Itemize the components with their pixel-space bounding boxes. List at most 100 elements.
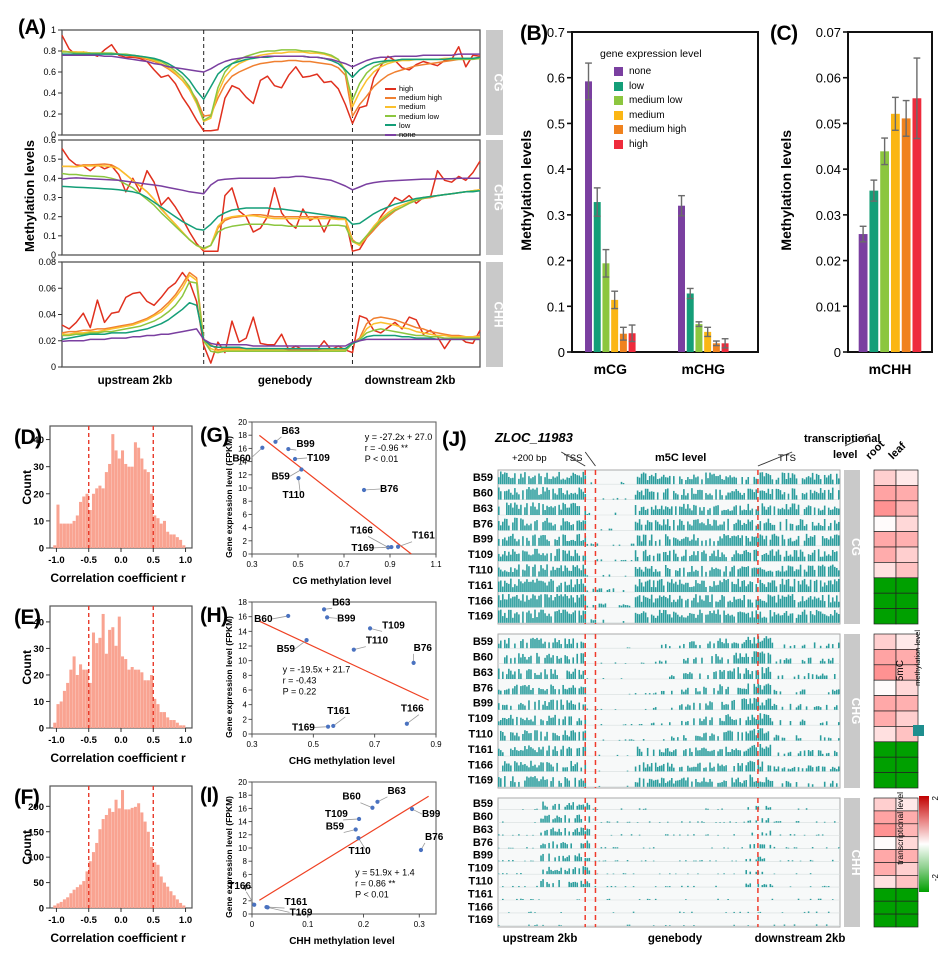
methylation-bar [644,581,647,592]
methylation-bar [671,602,673,608]
methylation-bar [707,782,709,787]
methylation-bar [532,535,534,546]
methylation-bar [634,597,637,608]
methylation-bar [807,911,810,913]
methylation-bar [685,899,687,900]
methylation-bar [763,748,766,756]
methylation-bar [833,551,836,562]
methylation-bar [753,617,756,623]
methylation-bar [572,539,575,546]
methylation-bar [761,535,764,546]
methylation-bar [546,674,548,679]
panel-a-xlabel-genebody: genebody [257,375,313,387]
methylation-bar [568,659,570,664]
methylation-bar [540,818,542,823]
methylation-bar [586,828,589,836]
panel-j-marker-tts: TTS [778,453,796,464]
methylation-bar [789,886,792,888]
methylation-bar [827,566,830,577]
methylation-bar [737,578,739,592]
histogram-bar [133,806,137,908]
methylation-bar [751,643,754,649]
methylation-bar [540,845,542,849]
methylation-bar [803,644,806,649]
methylation-bar [522,583,524,592]
methylation-bar [538,571,540,577]
methylation-bar [823,885,826,888]
panel-j-expression-cell [895,577,919,594]
methylation-bar [638,595,641,608]
methylation-bar [805,768,808,772]
scatter-point [296,476,301,481]
methylation-bar [574,541,577,546]
methylation-bar [773,533,776,546]
histogram-bar [91,852,95,908]
methylation-bar [803,661,806,664]
methylation-bar [775,690,778,695]
methylation-bar [811,493,814,500]
methylation-bar [755,747,758,756]
methylation-bar [522,750,524,756]
methylation-bar [827,616,830,623]
methylation-bar [799,519,802,531]
methylation-bar [516,762,518,772]
methylation-bar [568,613,570,623]
histogram-bar [91,493,95,548]
methylation-bar [598,588,601,592]
methylation-bar [727,578,729,592]
methylation-bar [518,669,520,679]
methylation-bar [654,898,657,900]
methylation-bar [588,816,591,823]
histogram-bar [166,717,170,728]
methylation-bar [506,599,508,608]
methylation-bar [504,537,506,546]
methylation-bar [801,596,804,608]
methylation-bar [652,615,655,623]
methylation-bar [725,780,727,787]
panel-j-expression-cell [895,546,919,563]
methylation-bar [558,736,560,741]
methylation-bar [544,477,546,485]
panel-h-annotation: r = -0.43 [283,675,317,685]
methylation-bar [572,730,575,741]
legend-swatch-icon [385,96,396,99]
methylation-bar [755,719,758,726]
panel-j-row-label-T166: T166 [468,759,493,771]
methylation-bar [769,522,772,531]
scatter-point [418,847,424,853]
methylation-bar [797,556,800,562]
methylation-bar [777,613,780,623]
methylation-bar [781,768,784,772]
methylation-bar [582,883,585,888]
methylation-bar [580,615,583,623]
methylation-bar [801,611,804,623]
methylation-bar [540,594,542,608]
methylation-bar [763,638,766,649]
methylation-bar [805,808,808,810]
methylation-bar [544,613,546,623]
methylation-bar [540,580,542,592]
methylation-bar [580,521,583,531]
methylation-bar [574,818,577,823]
histogram-bar [104,653,108,728]
panel-j-gene-name: ZLOC_11983 [495,430,573,445]
methylation-bar [691,911,693,913]
methylation-bar [685,508,687,515]
methylation-bar [797,808,800,810]
methylation-bar [518,834,520,836]
methylation-bar [713,541,715,546]
methylation-bar [725,557,727,562]
methylation-bar [572,565,575,577]
methylation-bar [548,866,550,875]
methylation-bar [576,534,579,546]
methylation-bar [588,512,591,515]
methylation-bar [837,847,840,849]
methylation-bar [679,911,681,913]
methylation-bar [835,752,838,756]
histogram-bar [130,667,134,728]
methylation-bar [620,678,623,679]
methylation-bar [795,569,798,577]
methylation-bar [536,652,538,664]
methylation-bar [564,504,566,515]
methylation-bar [532,777,534,787]
